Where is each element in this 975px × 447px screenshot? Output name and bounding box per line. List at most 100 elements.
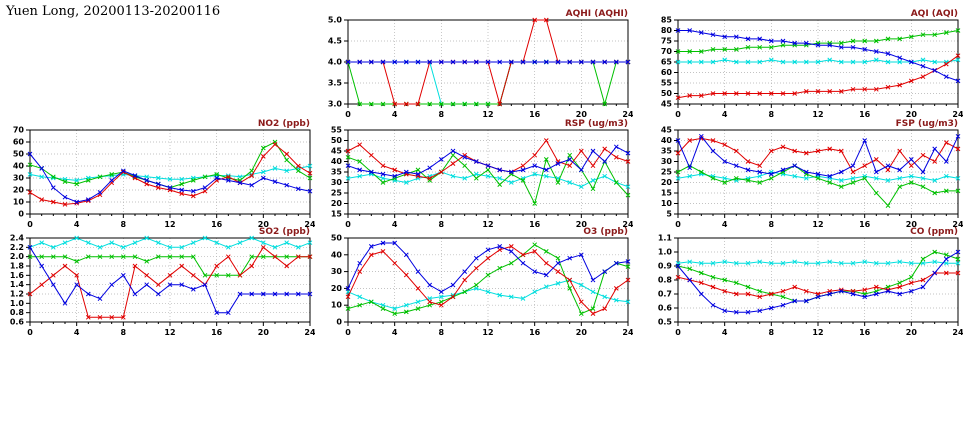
svg-text:0.8: 0.8	[10, 308, 25, 317]
svg-text:1.0: 1.0	[658, 248, 673, 257]
chart-canvas: 0 4 8 12 16 20 24 0.60.81.01.21.41.61.82.02.22.…	[10, 234, 315, 338]
svg-text:16: 16	[859, 328, 871, 337]
svg-text:0.8: 0.8	[658, 276, 673, 285]
chart-title: SO2 (ppb)	[258, 227, 310, 237]
svg-text:20: 20	[331, 199, 343, 208]
svg-text:16: 16	[529, 220, 541, 229]
svg-text:1.0: 1.0	[10, 299, 25, 308]
svg-text:12: 12	[812, 110, 823, 119]
chart-title: NO2 (ppb)	[257, 119, 310, 129]
chart-rsp: RSP (ug/m3) 0 4 8 12 16 20 24 15 20 25 30 35 40 45 50 5…	[318, 118, 633, 230]
svg-text:40: 40	[331, 157, 343, 166]
chart-co: CO (ppm) 0 4 8 12 16 20 24 0.5 0.6 0.7 0.8 0.9 1.0 1.…	[648, 226, 963, 338]
svg-text:0.6: 0.6	[658, 304, 673, 313]
svg-text:35: 35	[331, 168, 343, 177]
svg-text:16: 16	[211, 328, 223, 337]
svg-text:12: 12	[482, 110, 493, 119]
svg-text:8: 8	[769, 110, 775, 119]
svg-text:20: 20	[576, 220, 588, 229]
svg-text:80: 80	[661, 26, 673, 35]
svg-text:20: 20	[331, 284, 343, 293]
svg-text:2.0: 2.0	[10, 252, 25, 261]
svg-text:1.6: 1.6	[10, 271, 25, 280]
svg-text:24: 24	[622, 110, 633, 119]
svg-text:20: 20	[576, 328, 588, 337]
svg-text:8: 8	[769, 328, 775, 337]
svg-text:20: 20	[576, 110, 588, 119]
svg-text:15: 15	[331, 210, 343, 219]
chart-canvas: 0 4 8 12 16 20 24 0.5 0.6 0.7 0.8 0.9 1.0 1.1	[658, 234, 963, 338]
chart-canvas: 0 4 8 12 16 20 24 3.0 3.5 4.0 4.5 5.0	[328, 16, 633, 120]
svg-text:16: 16	[211, 220, 223, 229]
svg-text:1.2: 1.2	[10, 290, 24, 299]
svg-text:50: 50	[661, 89, 673, 98]
svg-text:0: 0	[345, 220, 351, 229]
svg-text:12: 12	[164, 220, 175, 229]
svg-text:45: 45	[661, 100, 673, 109]
chart-aqhi: AQHI (AQHI) 0 4 8 12 16 20 24 3.0 3.5 4.0 4.5 5.0	[318, 8, 633, 120]
svg-text:20: 20	[661, 178, 673, 187]
svg-text:8: 8	[439, 110, 445, 119]
svg-text:4.0: 4.0	[328, 58, 343, 67]
svg-text:4: 4	[392, 110, 398, 119]
svg-text:12: 12	[482, 220, 493, 229]
svg-text:12: 12	[164, 328, 175, 337]
svg-text:4.5: 4.5	[328, 37, 343, 46]
svg-text:0: 0	[18, 210, 24, 219]
svg-text:0: 0	[336, 318, 342, 327]
svg-text:16: 16	[859, 220, 871, 229]
svg-text:10: 10	[661, 199, 673, 208]
svg-text:15: 15	[661, 189, 673, 198]
svg-text:24: 24	[304, 220, 315, 229]
svg-text:2.2: 2.2	[10, 243, 24, 252]
chart-canvas: 0 4 8 12 16 20 24 0 10 20 30 40 50	[331, 234, 633, 338]
chart-so2: SO2 (ppb) 0 4 8 12 16 20 24 0.6 0.8 1.0 1.2 1.4 1.6 1…	[0, 226, 315, 338]
svg-text:0.5: 0.5	[658, 318, 673, 327]
svg-text:75: 75	[661, 37, 673, 46]
svg-text:16: 16	[529, 110, 541, 119]
svg-text:24: 24	[952, 110, 963, 119]
svg-text:8: 8	[121, 220, 127, 229]
chart-title: AQI (AQI)	[910, 9, 958, 19]
svg-text:65: 65	[661, 58, 673, 67]
chart-title: CO (ppm)	[910, 227, 958, 237]
svg-text:70: 70	[13, 126, 25, 135]
svg-text:10: 10	[13, 198, 25, 207]
svg-text:20: 20	[13, 186, 25, 195]
svg-text:20: 20	[258, 220, 270, 229]
svg-text:60: 60	[661, 68, 673, 77]
svg-text:20: 20	[258, 328, 270, 337]
svg-text:20: 20	[906, 110, 918, 119]
svg-text:3.5: 3.5	[328, 79, 343, 88]
svg-text:30: 30	[331, 178, 343, 187]
svg-text:20: 20	[906, 220, 918, 229]
svg-text:70: 70	[661, 47, 673, 56]
chart-title: AQHI (AQHI)	[565, 9, 628, 19]
svg-text:85: 85	[661, 16, 673, 25]
svg-text:0.9: 0.9	[658, 262, 673, 271]
svg-text:50: 50	[331, 234, 343, 243]
svg-text:12: 12	[812, 220, 823, 229]
svg-text:50: 50	[331, 136, 343, 145]
svg-text:12: 12	[812, 328, 823, 337]
svg-text:24: 24	[304, 328, 315, 337]
chart-title: RSP (ug/m3)	[564, 119, 628, 129]
svg-text:4: 4	[722, 328, 728, 337]
svg-text:24: 24	[952, 220, 963, 229]
svg-text:0: 0	[675, 110, 681, 119]
svg-text:50: 50	[13, 150, 25, 159]
svg-text:0: 0	[345, 328, 351, 337]
svg-text:5.0: 5.0	[328, 16, 343, 25]
svg-text:40: 40	[661, 136, 673, 145]
svg-text:1.1: 1.1	[658, 234, 673, 243]
chart-fsp: FSP (ug/m3) 0 4 8 12 16 20 24 5 10 15 20 25 30 35 40 45	[648, 118, 963, 230]
svg-text:0: 0	[27, 328, 33, 337]
svg-text:55: 55	[661, 79, 673, 88]
svg-text:24: 24	[622, 220, 633, 229]
svg-text:25: 25	[331, 189, 343, 198]
svg-text:16: 16	[859, 110, 871, 119]
svg-text:0: 0	[345, 110, 351, 119]
